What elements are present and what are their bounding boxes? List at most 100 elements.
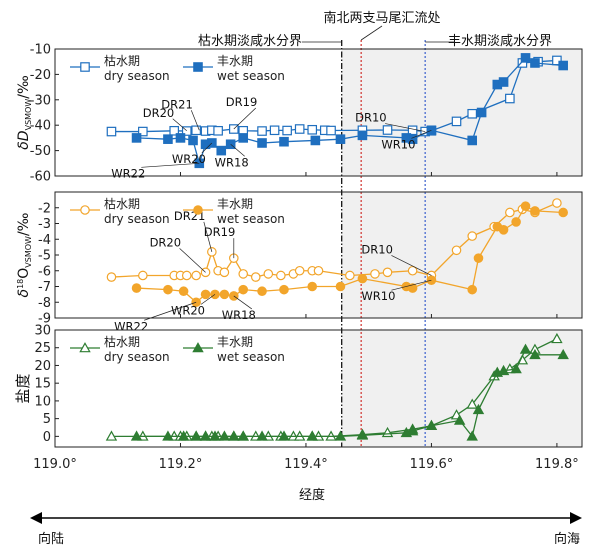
annotation-DR19: DR19	[204, 225, 235, 239]
data-point-salinity-wet	[557, 348, 569, 360]
data-point-d18O-dry	[552, 198, 562, 208]
data-point-dD-wet	[188, 135, 198, 146]
data-point-d18O-wet	[511, 217, 521, 227]
y-tick-label: -4	[38, 233, 51, 248]
annotation-WR22: WR22	[111, 166, 145, 180]
data-point-dD-wet	[476, 107, 487, 118]
data-point-dD-dry	[191, 125, 201, 136]
data-point-dD-wet	[216, 145, 227, 156]
data-point-salinity-wet	[256, 430, 268, 441]
y-label-part: δD	[16, 130, 32, 150]
data-point-dD-wet	[163, 134, 173, 144]
annotation-leader	[141, 162, 200, 168]
y-tick-label: -40	[30, 119, 51, 134]
y-tick-label: -6	[38, 264, 51, 279]
annotation-leader	[179, 248, 206, 273]
x-tick-label: 119.4°	[284, 457, 328, 472]
y-tick-label: -9	[38, 312, 51, 327]
data-point-dD-wet	[467, 135, 478, 146]
data-point-d18O-wet	[200, 289, 211, 300]
legend-wet-cn: 丰水期	[217, 197, 253, 211]
annotation-WR10: WR10	[381, 137, 415, 151]
y-tick-label: 15	[34, 377, 51, 392]
annotation-DR10: DR10	[355, 111, 386, 125]
data-point-dD-dry	[307, 124, 318, 135]
panel-frame-salinity	[54, 329, 583, 448]
data-point-d18O-dry	[345, 270, 355, 281]
data-point-dD-wet	[279, 136, 289, 147]
data-point-salinity-wet	[466, 430, 478, 441]
boundary-label-1: 枯水期淡咸水分界	[198, 34, 302, 49]
annotation-leader	[200, 294, 216, 305]
shaded-region-panel-1	[341, 49, 582, 176]
data-point-d18O-dry	[191, 270, 201, 281]
data-point-d18O-dry	[238, 269, 249, 279]
legend-wet-en: wet season	[217, 212, 285, 226]
data-point-salinity-wet	[453, 414, 466, 425]
data-point-dD-wet	[357, 130, 368, 141]
y-tick-label: -30	[30, 93, 51, 108]
legend-marker-wet	[193, 62, 203, 72]
data-point-dD-wet	[257, 138, 267, 148]
annotation-leader	[144, 301, 197, 321]
data-point-dD-wet	[558, 60, 568, 71]
y-axis-label-salinity: 盐度	[14, 373, 32, 403]
x-tick-label: 119.8°	[535, 457, 579, 472]
legend-marker-dry	[79, 342, 91, 353]
annotation-leader	[391, 255, 432, 276]
data-point-dD-dry	[282, 125, 292, 136]
data-point-salinity-wet	[306, 430, 318, 441]
boundary-lines	[341, 40, 426, 447]
data-point-d18O-dry	[370, 269, 380, 279]
data-point-salinity-wet	[177, 430, 190, 441]
data-point-salinity-wet	[334, 430, 347, 441]
data-point-d18O-wet	[498, 225, 509, 235]
y-tick-label: 10	[34, 394, 51, 409]
data-point-d18O-dry	[250, 272, 261, 282]
data-point-dD-dry	[451, 116, 462, 127]
data-point-salinity-wet	[190, 430, 202, 441]
legend-marker-dry	[80, 62, 90, 72]
data-point-d18O-wet	[530, 206, 540, 216]
legend-dry-cn: 枯水期	[104, 334, 140, 349]
data-point-dD-wet	[175, 133, 186, 143]
data-point-salinity-wet	[519, 343, 532, 354]
y-tick-label: -8	[38, 296, 51, 311]
legend-dry-cn: 枯水期	[104, 196, 140, 211]
legend-wet-cn: 丰水期	[217, 335, 253, 349]
data-point-d18O-wet	[520, 201, 531, 211]
boundary-label-3: 丰水期淡咸水分界	[448, 34, 552, 49]
data-point-salinity-wet	[218, 430, 231, 441]
annotation-leader	[203, 221, 213, 252]
data-point-d18O-wet	[407, 283, 418, 293]
y-tick-label: 0	[43, 430, 51, 445]
annotation-WR20: WR20	[171, 303, 205, 317]
data-point-d18O-wet	[257, 286, 267, 297]
shaded-saline-region	[341, 49, 582, 447]
data-point-dD-wet	[310, 135, 321, 146]
data-point-d18O-dry	[313, 265, 324, 276]
x-tick-label: 119.0°	[33, 457, 77, 472]
data-point-d18O-dry	[294, 265, 305, 276]
y-axis-label-d18O: δ18OVSMOW/‰	[16, 212, 33, 297]
legend-marker-dry	[80, 205, 90, 215]
data-point-dD-dry	[467, 108, 478, 119]
data-point-salinity-wet	[199, 430, 212, 441]
annotation-WR10: WR10	[361, 289, 395, 303]
data-point-dD-dry	[505, 93, 515, 104]
data-point-salinity-dry	[466, 398, 478, 409]
data-point-d18O-wet	[558, 207, 568, 218]
annotation-WR18: WR18	[215, 155, 249, 169]
data-point-dD-dry	[382, 125, 393, 135]
data-point-dD-wet	[238, 133, 249, 143]
data-point-d18O-wet	[307, 281, 318, 292]
data-point-salinity-wet	[162, 430, 174, 441]
data-point-salinity-wet	[510, 363, 522, 374]
y-label-part: 18	[16, 279, 25, 289]
y-label-part: /‰	[16, 75, 32, 99]
